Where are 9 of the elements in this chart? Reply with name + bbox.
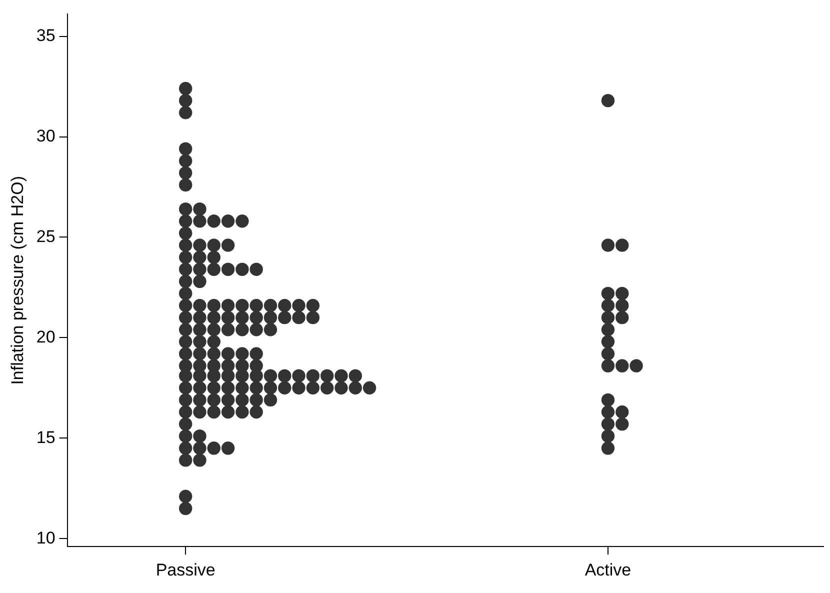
y-tick-label: 10: [36, 528, 56, 548]
y-tick-label: 30: [36, 126, 56, 146]
y-tick-label: 20: [36, 327, 56, 346]
y-tick-label: 25: [36, 226, 56, 246]
x-tick-label: Passive: [156, 560, 216, 580]
x-tick-label: Active: [584, 560, 632, 580]
y-tick-label: 35: [36, 26, 56, 45]
y-tick-label: 15: [36, 428, 56, 447]
y-axis-title: Inflation pressure (cm H2O): [8, 176, 27, 385]
